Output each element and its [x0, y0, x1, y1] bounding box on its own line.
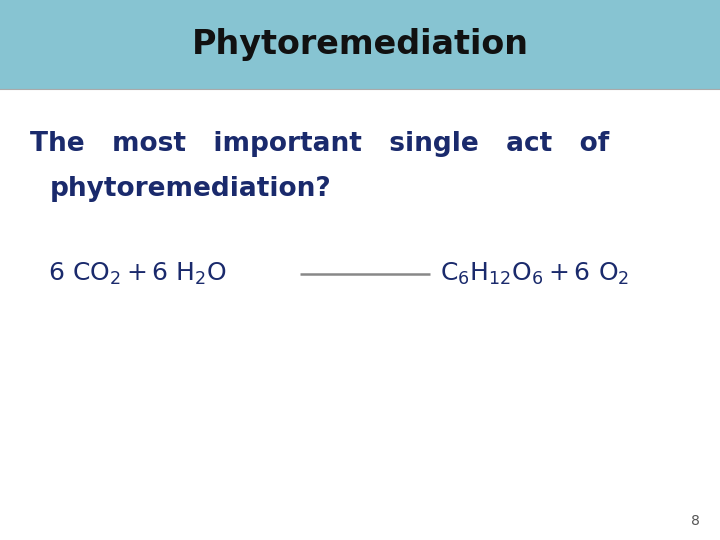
Text: The   most   important   single   act   of: The most important single act of: [30, 131, 609, 157]
Text: $\mathregular{C_6H_{12}O_6 + 6\ O_2}$: $\mathregular{C_6H_{12}O_6 + 6\ O_2}$: [440, 261, 629, 287]
Text: Phytoremediation: Phytoremediation: [192, 28, 528, 61]
Text: 8: 8: [691, 514, 700, 528]
Text: $\mathregular{6\ CO_2 + 6\ H_2O}$: $\mathregular{6\ CO_2 + 6\ H_2O}$: [48, 261, 227, 287]
Bar: [0, 0, 720, 89]
Text: phytoremediation?: phytoremediation?: [50, 176, 332, 202]
